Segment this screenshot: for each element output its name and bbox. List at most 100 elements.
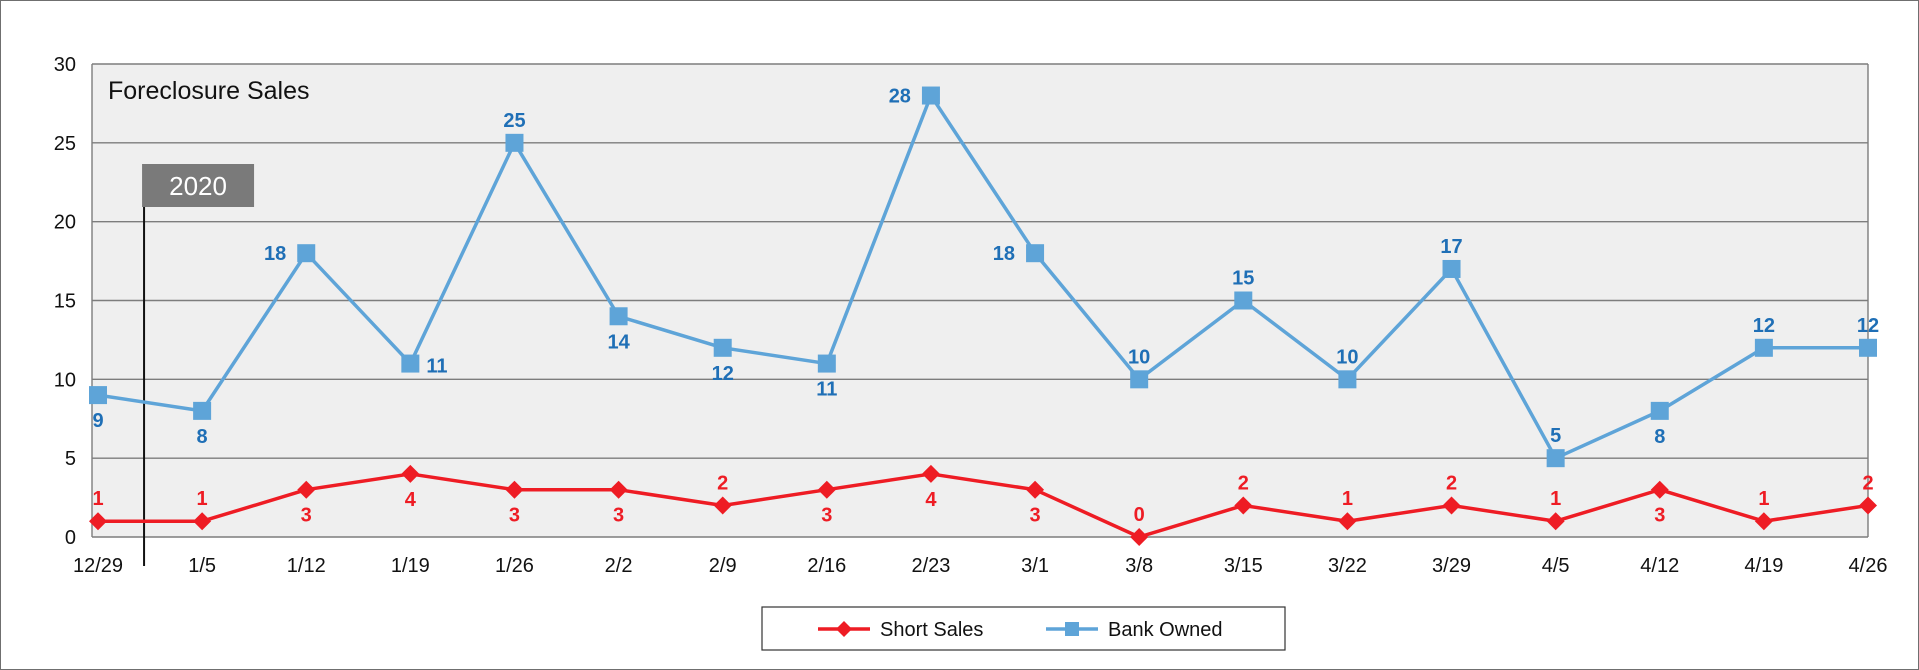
data-label: 1 [197,488,208,510]
year-marker: 2020 [142,164,255,566]
x-tick-label: 2/16 [807,555,846,577]
data-label: 15 [1232,268,1254,290]
x-axis-tick-labels: 12/29 1/5 1/12 1/19 1/26 2/2 2/9 2/16 2/23 3/1 3/8… [73,555,1888,577]
x-tick-label: 3/29 [1432,555,1471,577]
x-tick-label: 4/26 [1849,555,1888,577]
data-point [1650,401,1669,420]
data-label: 4 [925,489,937,511]
data-point [1754,338,1773,357]
x-tick-label: 4/19 [1744,555,1783,577]
data-point [817,480,836,499]
data-point [1234,291,1253,310]
data-point [1546,512,1565,531]
data-label: 0 [1134,504,1145,526]
y-tick-label: 10 [54,369,76,391]
data-label: 2 [717,472,728,494]
x-tick-label: 3/1 [1021,555,1049,577]
data-point [1859,496,1877,515]
data-point [193,512,212,531]
data-label: 3 [1654,505,1665,527]
data-label: 3 [821,505,832,527]
x-tick-label: 3/8 [1125,555,1153,577]
data-label: 3 [509,505,520,527]
legend-label: Short Sales [880,619,983,641]
data-label: 1 [1550,488,1561,510]
x-tick-label: 4/12 [1640,555,1679,577]
data-point [297,244,316,263]
data-label: 2 [1446,472,1457,494]
data-point [609,480,628,499]
data-point [1442,259,1461,278]
data-label: 12 [1857,315,1879,337]
legend-item: Short Sales [818,619,983,641]
data-label: 18 [264,243,286,265]
data-label: 25 [503,110,525,132]
chart-title: Foreclosure Sales [108,77,309,105]
legend-marker [836,621,852,637]
data-point [1338,370,1357,389]
data-label: 2 [1862,472,1873,494]
data-label: 3 [301,505,312,527]
y-tick-label: 20 [54,212,76,234]
y-tick-label: 0 [65,527,76,549]
data-label: 28 [889,86,911,108]
data-point [1130,528,1149,546]
data-point [713,338,732,357]
year-marker-tag [142,164,255,207]
data-label: 17 [1440,236,1462,258]
data-label: 11 [816,379,837,401]
data-point [713,496,732,515]
legend-items: Short Sales Bank Owned [818,619,1223,641]
data-point [609,307,628,326]
data-point [193,401,212,420]
data-point [1026,480,1045,499]
x-tick-label: 3/22 [1328,555,1367,577]
data-point [1546,449,1565,468]
data-label: 1 [1342,488,1353,510]
y-tick-label: 5 [65,448,76,470]
series-short-sales: 1 1 3 4 3 3 2 3 4 3 0 2 1 2 1 3 1 2 [89,464,1877,546]
data-point [921,86,940,105]
data-point [401,464,420,483]
y-tick-label: 15 [54,291,76,313]
data-label: 4 [405,489,417,511]
gridlines [91,63,1869,538]
data-label: 1 [92,488,103,510]
x-tick-label: 4/5 [1542,555,1570,577]
data-label: 3 [1029,505,1040,527]
data-label: 1 [1758,488,1769,510]
data-point [1026,244,1045,263]
series-line [97,93,1868,460]
legend: Short Sales Bank Owned [761,606,1286,651]
data-point [1650,480,1669,499]
data-label: 10 [1336,346,1358,368]
data-point [505,480,524,499]
data-label: 12 [712,363,734,385]
data-label: 11 [426,356,447,378]
x-tick-label: 1/12 [287,555,326,577]
data-point [1754,512,1773,531]
data-point [401,354,420,373]
data-label: 14 [607,331,630,353]
data-point [89,386,107,405]
y-tick-label: 30 [54,54,76,76]
data-point [297,480,316,499]
data-label: 3 [613,505,624,527]
data-label: 18 [993,243,1015,265]
legend-marker [1065,622,1079,636]
data-label: 8 [1654,426,1665,448]
data-label: 10 [1128,346,1150,368]
data-label: 8 [197,426,208,448]
x-tick-label: 2/9 [709,555,737,577]
x-tick-label: 1/26 [495,555,534,577]
data-label: 12 [1753,315,1775,337]
year-marker-label: 2020 [169,171,227,201]
data-label: 9 [92,410,103,432]
x-tick-label: 1/5 [188,555,216,577]
x-tick-label: 1/19 [391,555,430,577]
data-point [505,133,524,152]
data-point [1442,496,1461,515]
data-point [921,464,940,483]
x-tick-label: 2/2 [605,555,633,577]
